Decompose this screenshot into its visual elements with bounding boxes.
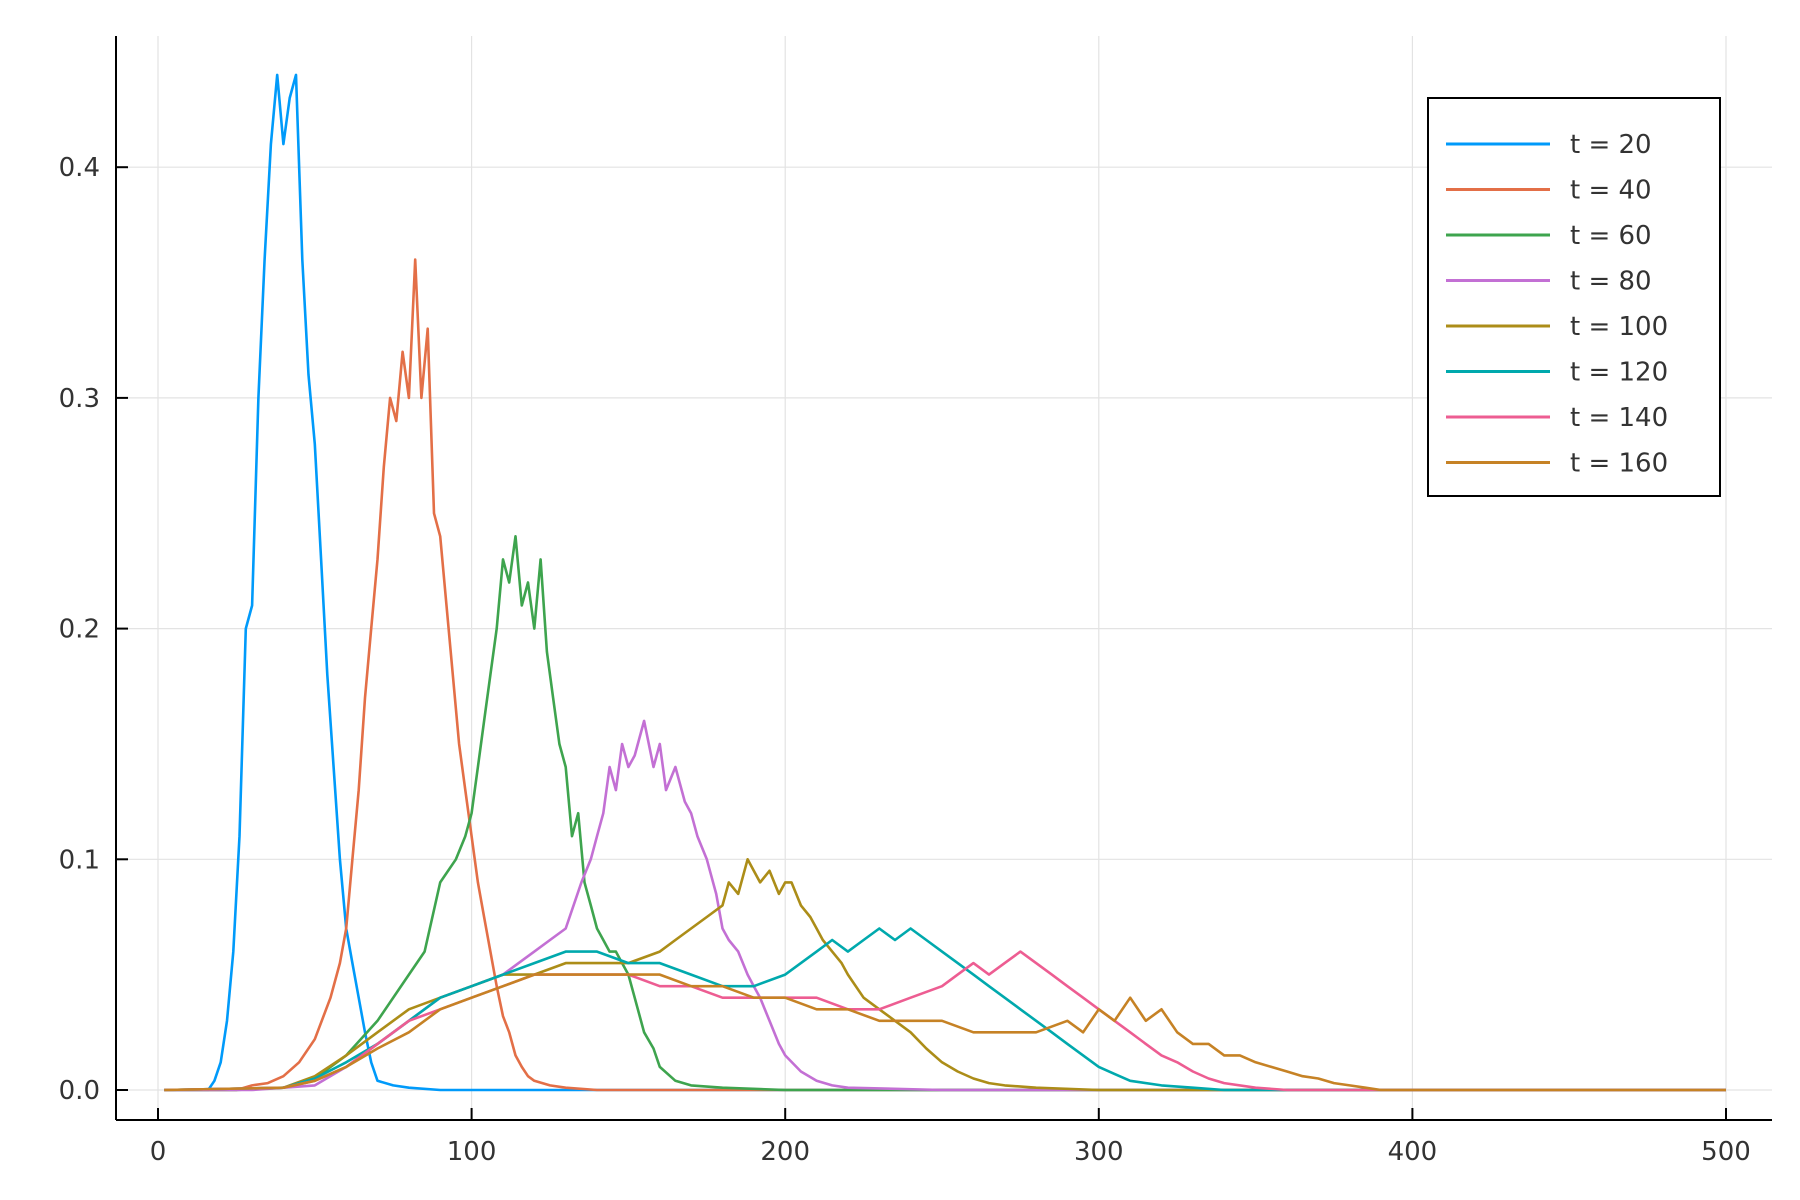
x-tick-label: 500 — [1701, 1137, 1751, 1167]
series-line-2 — [164, 258, 1726, 1092]
y-tick-label: 0.4 — [59, 153, 100, 183]
legend-label: t = 140 — [1570, 403, 1668, 433]
legend-label: t = 40 — [1570, 176, 1652, 206]
x-tick-label: 400 — [1388, 1137, 1438, 1167]
legend-box — [1427, 97, 1721, 497]
y-tick-label: 0.1 — [59, 845, 100, 875]
x-tick-label: 100 — [447, 1137, 497, 1167]
series-line-6 — [164, 927, 1726, 1092]
legend: t = 20 t = 40 t = 60 t = 80 t = 100 t = 120 t … — [1427, 97, 1721, 497]
legend-label: t = 60 — [1570, 221, 1652, 251]
series-line-3 — [164, 534, 1726, 1092]
x-tick-label: 0 — [150, 1137, 167, 1167]
x-tick-label: 300 — [1074, 1137, 1124, 1167]
legend-label: t = 160 — [1570, 449, 1668, 479]
legend-label: t = 120 — [1570, 358, 1668, 388]
legend-label: t = 80 — [1570, 267, 1652, 297]
y-tick-label: 0.3 — [59, 384, 100, 414]
plot-area — [164, 73, 1726, 1092]
series-line-1 — [164, 73, 1726, 1092]
y-tick-label: 0.0 — [59, 1076, 100, 1106]
x-tick-label: 200 — [760, 1137, 810, 1167]
series-line-5 — [164, 857, 1726, 1092]
legend-label: t = 100 — [1570, 312, 1668, 342]
legend-label: t = 20 — [1570, 130, 1652, 160]
series-line-8 — [164, 973, 1726, 1092]
axes: 0 100 200 300 400 500 0.0 0.1 0.2 0.3 0.4 — [59, 36, 1772, 1167]
y-tick-label: 0.2 — [59, 615, 100, 645]
series-line-4 — [164, 719, 1726, 1092]
